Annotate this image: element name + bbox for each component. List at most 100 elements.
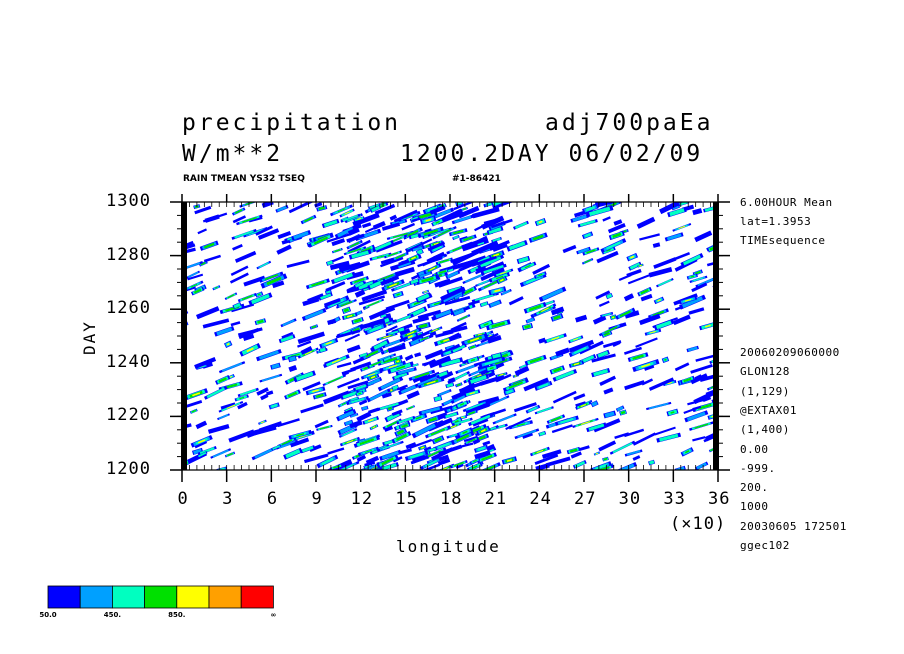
precip-streak (480, 263, 507, 275)
precip-streak (397, 326, 406, 333)
precip-cell (484, 359, 500, 366)
precip-cell (618, 273, 632, 282)
precip-cell (406, 331, 415, 336)
precip-cell (432, 328, 438, 332)
precip-cell (479, 374, 505, 386)
precip-streak (525, 404, 541, 414)
precip-streak (234, 250, 257, 263)
precip-streak (210, 448, 232, 459)
precip-streak (329, 204, 353, 217)
precip-streak (344, 333, 361, 342)
precip-cell (331, 358, 341, 364)
precip-cell (493, 238, 500, 242)
precip-cell (469, 337, 480, 342)
precip-cell (218, 414, 229, 420)
precip-cell (603, 457, 608, 461)
precip-streak (309, 444, 322, 453)
precip-streak (479, 301, 489, 308)
precip-streak (639, 233, 660, 241)
precip-cell (517, 429, 537, 438)
precip-streak (340, 213, 361, 223)
precip-streak (609, 440, 636, 455)
precip-streak (352, 212, 380, 227)
precip-cell (508, 381, 524, 389)
precip-streak (435, 257, 453, 265)
precip-cell (344, 333, 361, 342)
precip-streak (434, 278, 451, 288)
precip-streak (459, 285, 477, 298)
precip-cell (413, 364, 418, 367)
precip-streak (275, 439, 299, 450)
precip-streak (618, 273, 632, 282)
precip-cell (351, 398, 364, 404)
precip-cell (684, 450, 690, 454)
precip-cell (361, 289, 388, 302)
precip-cell (551, 424, 573, 434)
precip-streak (452, 234, 460, 241)
precip-cell (525, 325, 530, 328)
precip-streak (469, 457, 481, 465)
precip-cell (353, 251, 367, 258)
precip-streak (468, 365, 492, 377)
precip-cell (380, 314, 387, 318)
precip-streak (392, 290, 404, 299)
precip-cell (426, 251, 446, 264)
precip-cell (426, 230, 436, 235)
precip-streak (218, 401, 244, 413)
precip-streak (637, 263, 644, 268)
precip-streak (692, 208, 703, 216)
precip-streak (661, 356, 670, 364)
precip-streak (482, 440, 491, 446)
precip-streak (445, 269, 461, 280)
precip-streak (594, 202, 609, 208)
precip-cell (375, 239, 403, 253)
precip-streak (316, 205, 328, 212)
precip-cell (667, 382, 672, 385)
precip-cell (463, 435, 479, 443)
precip-cell (368, 351, 376, 357)
precip-streak (451, 386, 476, 400)
x-tick-label: 18 (440, 489, 463, 509)
precip-cell (427, 205, 438, 212)
precip-streak (301, 307, 327, 321)
precip-streak (363, 298, 385, 309)
precip-cell (417, 309, 442, 320)
precip-streak (694, 461, 709, 470)
precip-cell (193, 448, 202, 455)
precip-cell (383, 424, 394, 432)
precip-streak (459, 234, 477, 244)
colorbar-label: 850. (168, 611, 186, 619)
precip-cell (447, 270, 459, 279)
precip-streak (367, 358, 386, 369)
precip-streak (346, 344, 361, 354)
precip-streak (261, 202, 274, 209)
precip-cell (648, 402, 669, 410)
precip-cell (399, 328, 411, 336)
precip-streak (609, 314, 617, 321)
precip-cell (396, 365, 406, 370)
precip-cell (694, 230, 713, 243)
precip-streak (532, 263, 551, 275)
precip-streak (194, 357, 217, 369)
precip-streak (591, 353, 616, 363)
precip-cell (550, 306, 565, 316)
precip-cell (337, 377, 360, 389)
precip-streak (490, 352, 503, 360)
precip-cell (260, 393, 269, 401)
precip-cell (483, 264, 504, 274)
precip-cell (347, 314, 353, 318)
precip-streak (591, 368, 611, 378)
precip-streak (187, 273, 204, 281)
precip-cell (389, 214, 398, 221)
precip-streak (603, 410, 617, 419)
precip-streak (578, 445, 590, 451)
precip-cell (435, 220, 440, 224)
precip-cell (255, 225, 273, 236)
precip-cell (344, 420, 353, 426)
precip-cell (187, 273, 204, 281)
precip-cell (499, 373, 504, 376)
precip-cell (400, 417, 412, 423)
precip-streak (602, 216, 611, 222)
precip-cell (258, 421, 283, 433)
precip-cell (376, 255, 385, 259)
